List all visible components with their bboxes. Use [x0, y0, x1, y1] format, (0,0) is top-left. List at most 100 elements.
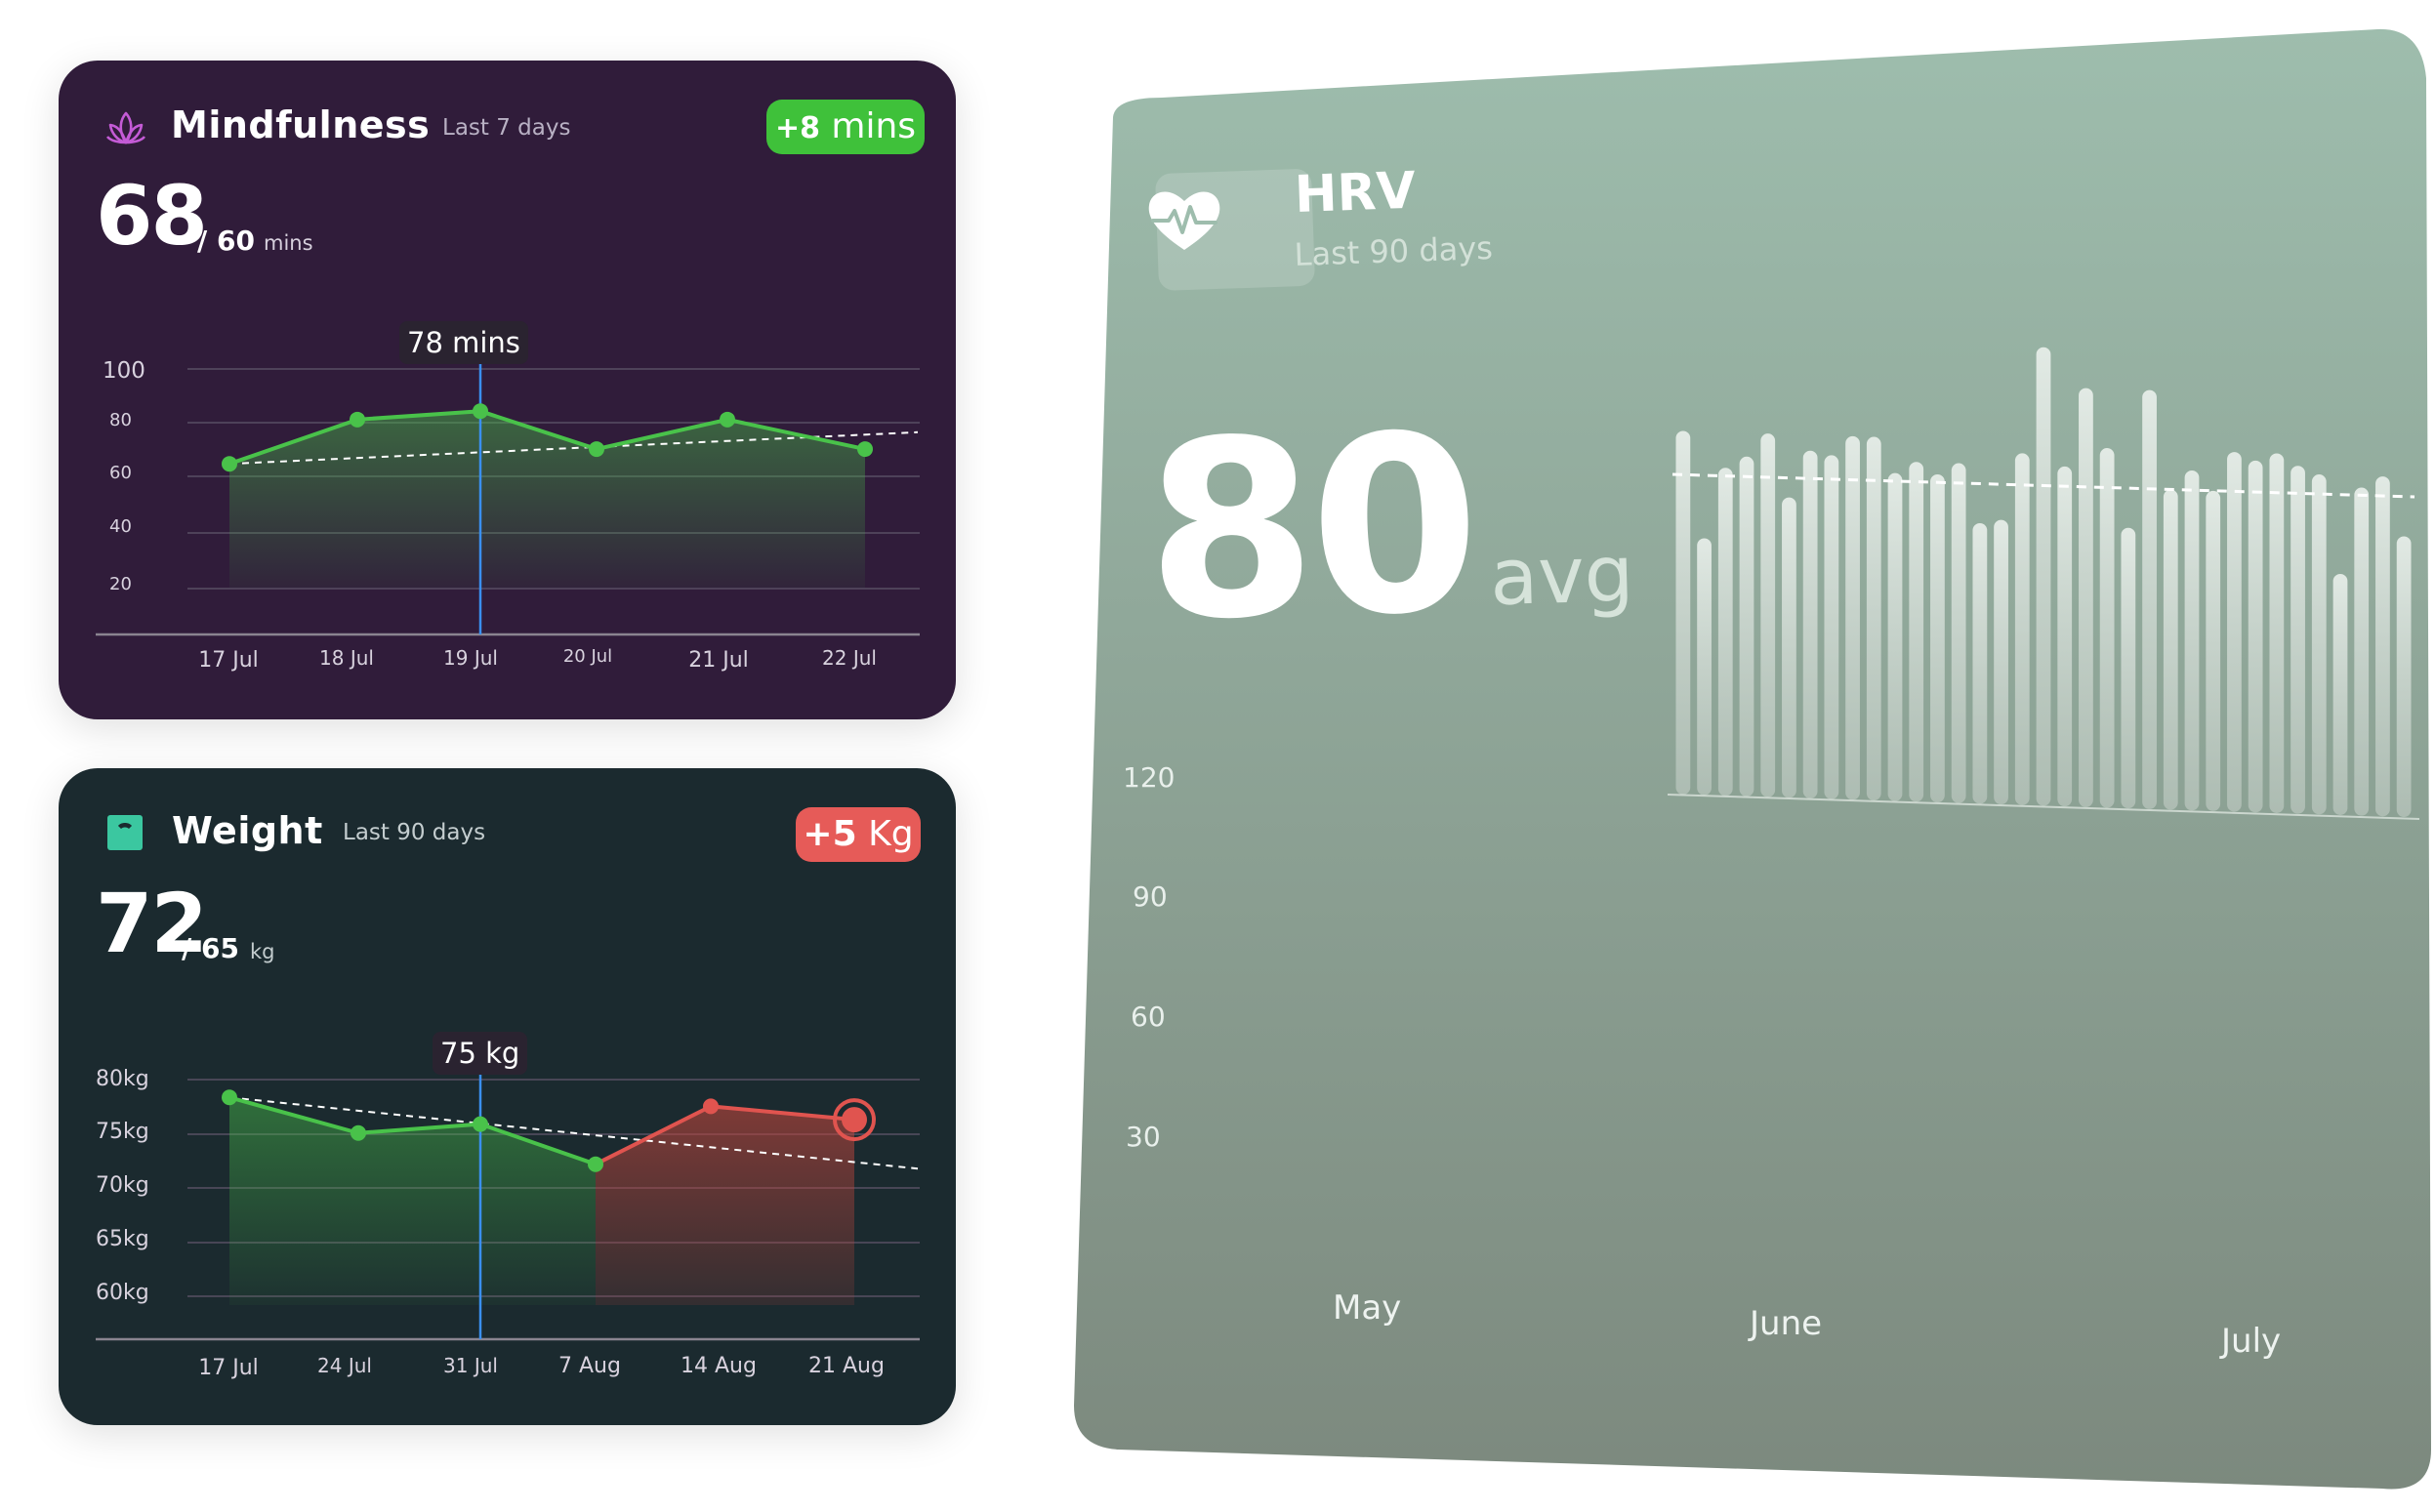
hrv-bar — [1760, 433, 1776, 797]
series-segment — [355, 409, 482, 422]
y-tick: 30 — [1126, 1121, 1161, 1153]
badge-delta: +8 — [774, 111, 820, 145]
hrv-bar — [2014, 453, 2030, 805]
y-tick: 70kg — [96, 1173, 149, 1198]
series-segment — [594, 1104, 713, 1166]
data-point — [222, 456, 237, 472]
hrv-bar — [2142, 389, 2157, 809]
average-unit: avg — [1489, 528, 1635, 623]
x-tick: June — [1750, 1304, 1823, 1343]
y-tick: 60 — [1131, 1001, 1166, 1033]
y-tick: 90 — [1133, 880, 1168, 913]
hrv-bar — [1802, 450, 1818, 799]
y-tick: 20 — [109, 574, 132, 594]
heart-pulse-icon — [1148, 191, 1220, 250]
x-tick: 17 Jul — [198, 1356, 259, 1380]
card-subtitle: Last 90 days — [1294, 228, 1494, 273]
card-subtitle: Last 90 days — [343, 820, 486, 845]
x-tick: 14 Aug — [681, 1354, 757, 1378]
card-title: Mindfulness — [171, 103, 431, 146]
series-segment — [725, 417, 867, 452]
data-point — [222, 1089, 237, 1106]
change-badge: +5 Kg — [796, 807, 921, 862]
hrv-bar — [2332, 573, 2348, 815]
data-point — [589, 441, 604, 458]
target-value: / 60 — [197, 225, 255, 257]
data-point — [588, 1156, 603, 1172]
x-tick: 24 Jul — [317, 1354, 372, 1377]
hrv-bar — [1782, 497, 1796, 798]
hrv-bar — [2057, 466, 2073, 807]
x-tick: 17 Jul — [198, 648, 259, 673]
area-fill — [229, 1097, 596, 1305]
hrv-bar — [1717, 468, 1733, 797]
hrv-card[interactable]: HRV Last 90 days 80 avg 120 90 60 30 May… — [1054, 20, 2435, 1512]
hrv-bar — [2248, 460, 2263, 813]
mindfulness-chart — [96, 358, 920, 636]
hrv-bar — [1866, 436, 1881, 801]
data-point — [842, 1107, 867, 1133]
area-fill-increase — [596, 1106, 854, 1305]
hrv-bar — [1697, 538, 1712, 796]
hrv-bar — [1951, 463, 1966, 803]
series-segment — [478, 1122, 598, 1166]
value-unit: kg — [250, 940, 275, 963]
hrv-card-background — [1074, 28, 2431, 1490]
hrv-bar — [2375, 476, 2390, 817]
value-unit: mins — [264, 231, 313, 255]
target-value: / 65 — [182, 932, 239, 964]
y-tick: 80 — [109, 410, 132, 430]
hrv-bar — [2291, 466, 2305, 814]
y-tick: 80kg — [96, 1067, 149, 1091]
area-fill — [229, 411, 865, 588]
hrv-bar — [2354, 487, 2370, 816]
hrv-bar — [2163, 489, 2178, 810]
data-point — [473, 403, 488, 420]
x-tick: 19 Jul — [443, 646, 498, 670]
hrv-bar — [1675, 430, 1691, 795]
hrv-bar — [2206, 490, 2221, 811]
trend-line — [228, 1096, 919, 1170]
hrv-bar — [2079, 388, 2093, 807]
hrv-bar — [2099, 448, 2115, 808]
y-tick: 40 — [109, 516, 132, 537]
badge-unit: Kg — [868, 814, 914, 854]
series-segment — [595, 417, 729, 452]
series-segment — [709, 1104, 856, 1123]
change-badge: +8 mins — [766, 100, 925, 154]
x-tick: 31 Jul — [443, 1354, 498, 1377]
y-tick: 60kg — [96, 1281, 149, 1305]
x-tick: 22 Jul — [822, 646, 877, 670]
weight-card[interactable]: Weight Last 90 days +5 Kg 72 / 65 kg 80k… — [59, 768, 956, 1425]
x-tick: 7 Aug — [558, 1354, 621, 1378]
hrv-bar — [1887, 472, 1903, 801]
weight-chart — [96, 1066, 920, 1341]
y-tick: 75kg — [96, 1120, 149, 1144]
x-tick: 20 Jul — [562, 646, 613, 667]
mindfulness-card[interactable]: Mindfulness Last 7 days +8 mins 68 / 60 … — [59, 61, 956, 719]
current-value: 68 — [96, 168, 208, 264]
hrv-bar — [1824, 455, 1839, 799]
hrv-bar — [1909, 462, 1924, 802]
data-point — [473, 1116, 488, 1132]
hrv-bar — [2311, 474, 2327, 815]
hrv-bar — [2121, 527, 2136, 809]
data-point — [350, 411, 365, 428]
series-segment — [227, 417, 359, 467]
x-axis — [1667, 794, 2420, 820]
hrv-bar — [2184, 470, 2200, 811]
hrv-bar — [2227, 452, 2242, 812]
hrv-bar — [1972, 522, 1988, 804]
data-point — [703, 1098, 719, 1115]
hrv-bar — [2269, 453, 2285, 813]
card-title: HRV — [1294, 161, 1417, 225]
badge-unit: mins — [831, 106, 917, 146]
chart-tooltip: 78 mins — [399, 321, 528, 364]
hrv-bar — [1845, 435, 1860, 800]
average-line — [1671, 472, 2415, 499]
latest-point-ring — [833, 1098, 876, 1142]
hrv-bar — [1930, 474, 1945, 803]
hrv-bar — [1739, 456, 1754, 797]
hrv-bar — [2036, 347, 2051, 806]
badge-delta: +5 — [803, 814, 857, 854]
